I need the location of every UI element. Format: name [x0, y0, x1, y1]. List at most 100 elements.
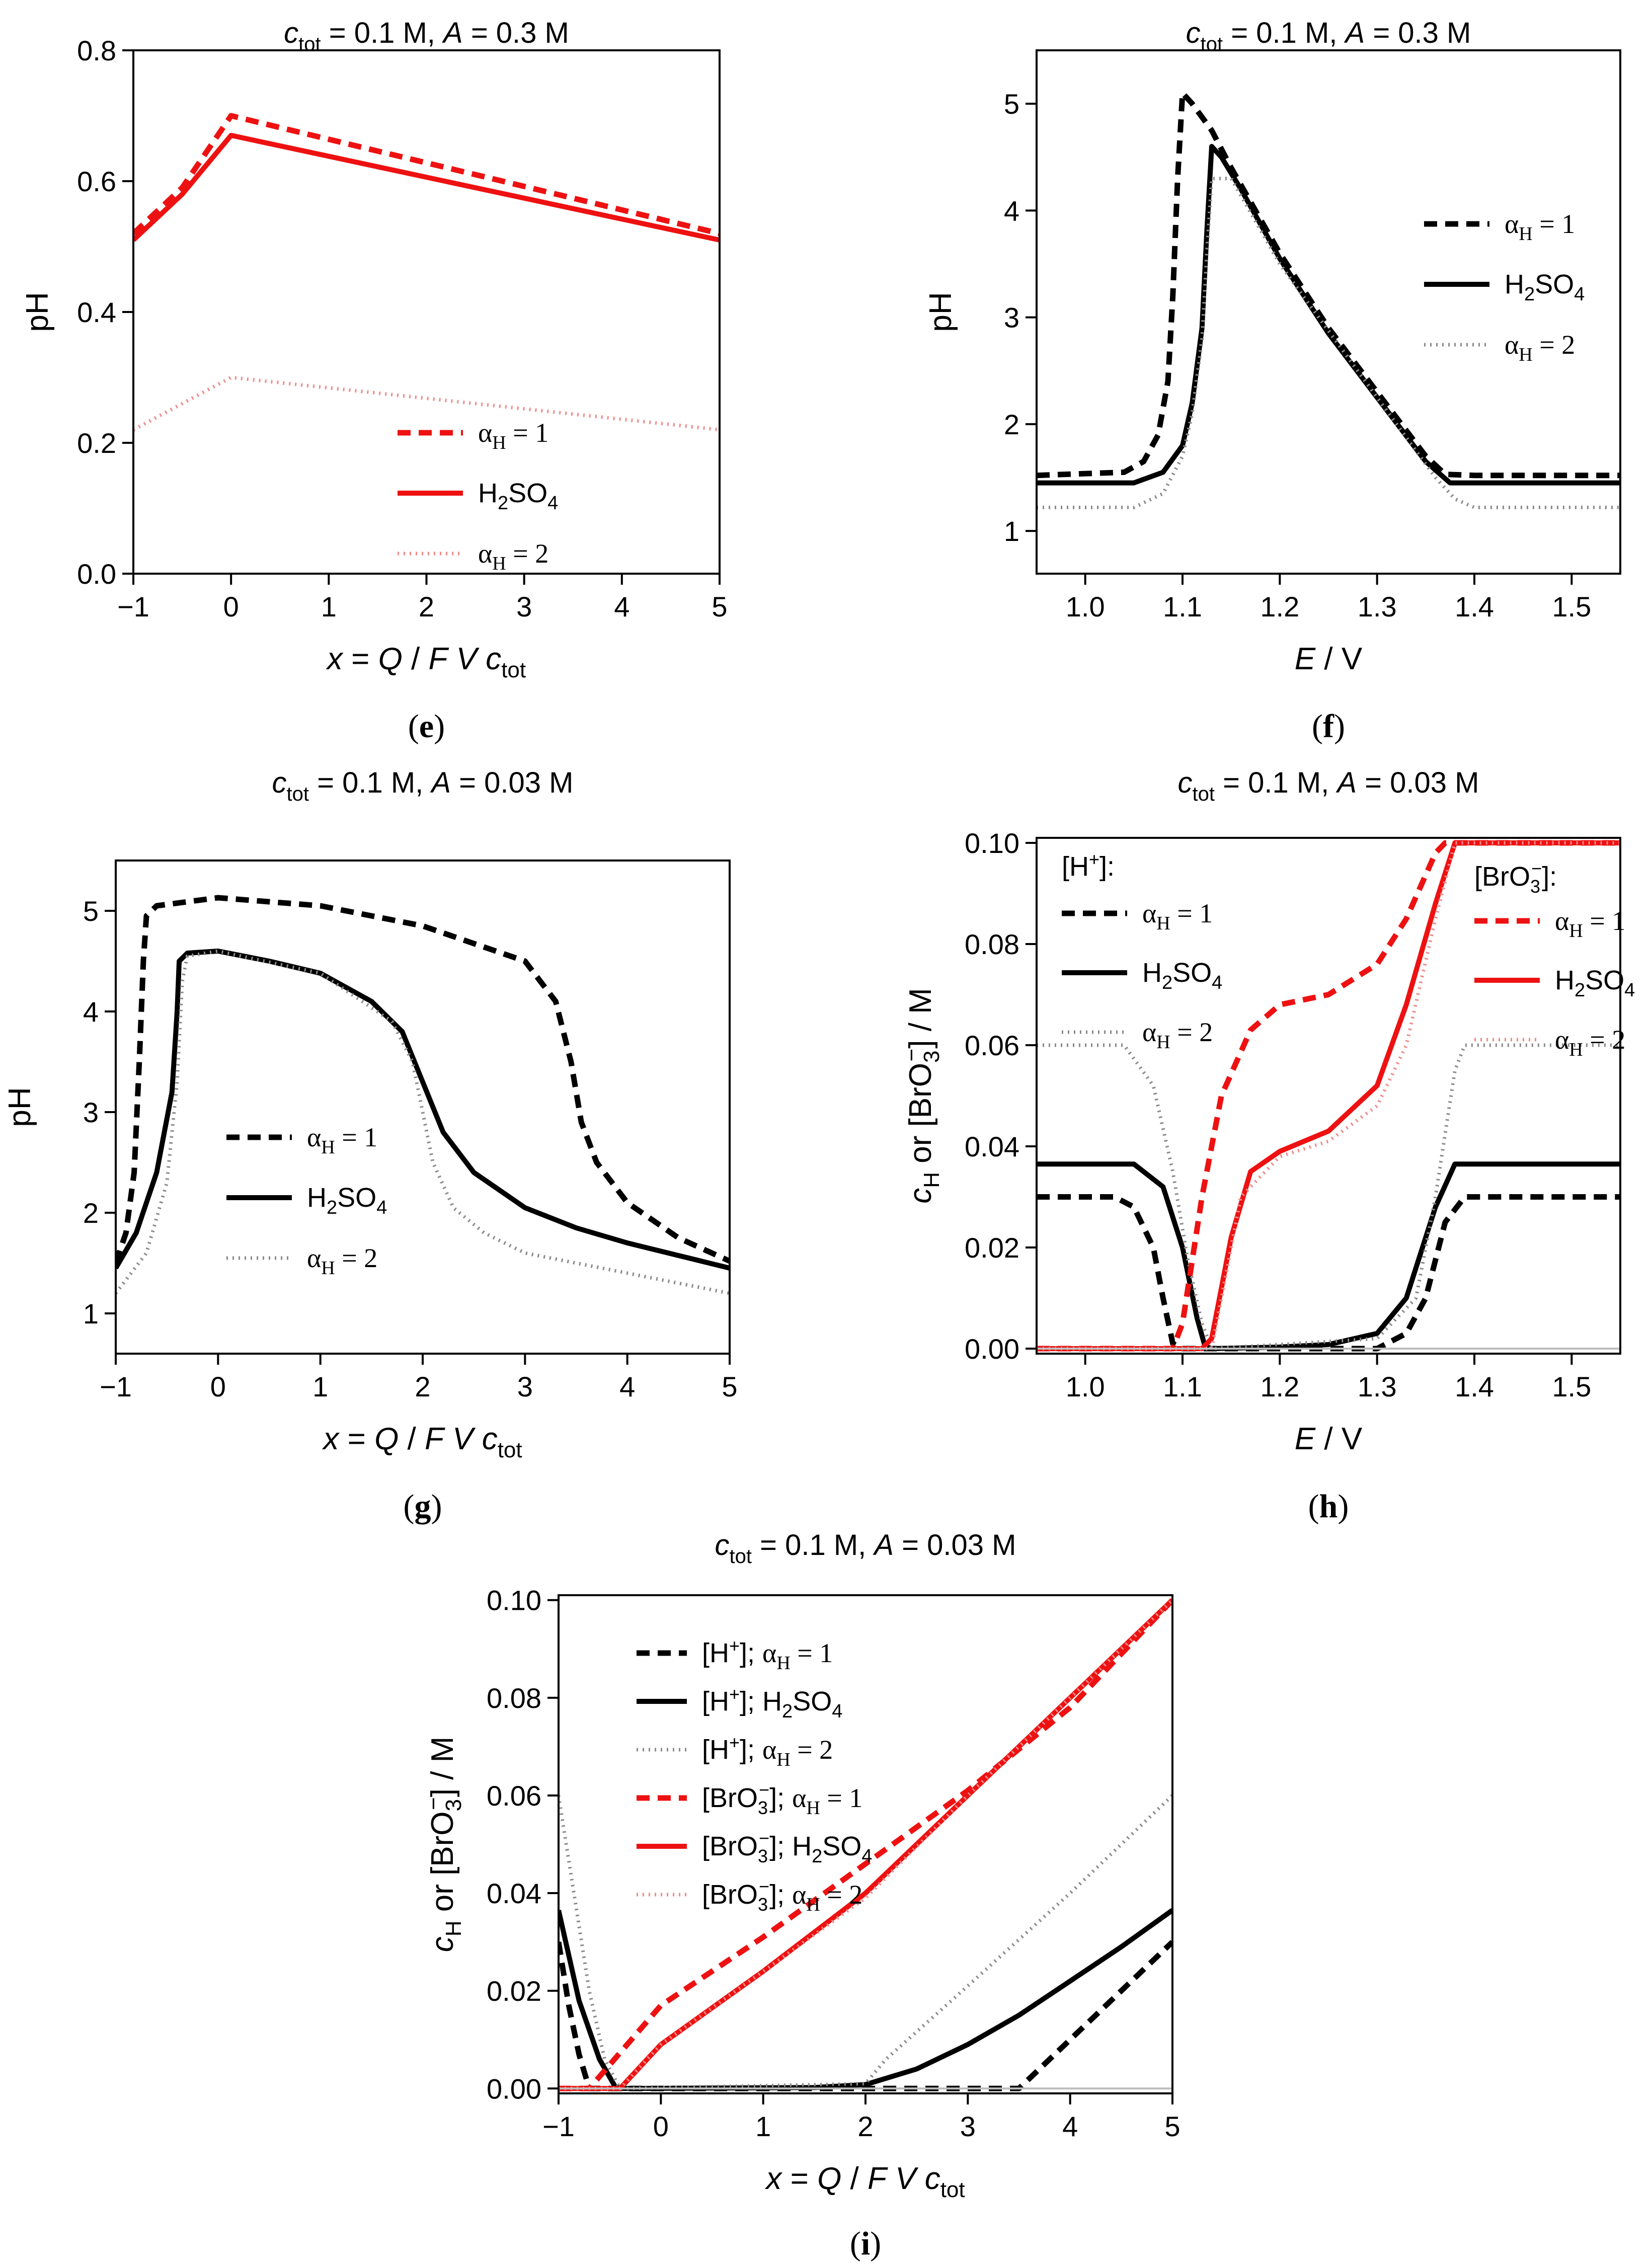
y-tick-label: 0.2 — [77, 427, 116, 459]
legend-label: H2SO4 — [1505, 269, 1585, 305]
panel-label: (f) — [1312, 708, 1345, 745]
y-tick-label: 0.06 — [487, 1780, 541, 1812]
series-line — [116, 949, 730, 1295]
x-tick-label: −1 — [542, 2110, 575, 2142]
x-tick-label: 0 — [223, 591, 239, 622]
y-axis-label: cH or [BrO3−] / M — [421, 1737, 466, 1952]
chart-e: ctot = 0.1 M, A = 0.3 M −1 0 1 2 3 4 5 0.0 0.2 0.4… — [20, 17, 728, 745]
y-tick-label: 0.10 — [487, 1585, 541, 1616]
y-tick-label: 1 — [83, 1298, 99, 1329]
y-tick-label: 1 — [1004, 515, 1019, 547]
x-tick-label: 1.1 — [1163, 1371, 1202, 1402]
x-tick-label: 1.5 — [1552, 1371, 1591, 1402]
y-tick-label: 0.6 — [77, 166, 116, 197]
chart-title: ctot = 0.1 M, A = 0.3 M — [1186, 17, 1471, 55]
series-line — [1037, 841, 1620, 1351]
y-tick-label: 5 — [1004, 88, 1019, 120]
axes-frame — [1036, 49, 1621, 575]
y-axis-label: pH — [20, 292, 55, 332]
y-tick-label: 3 — [83, 1097, 99, 1128]
x-tick-label: 4 — [1062, 2110, 1078, 2142]
x-tick-label: 5 — [1164, 2110, 1180, 2142]
x-tick-label: 1.1 — [1163, 591, 1202, 622]
legend-label: αH = 1 — [307, 1122, 377, 1158]
chart-i: ctot = 0.1 M, A = 0.03 M −1 0 1 2 3 4 5 0.00 0.02… — [421, 1529, 1181, 2262]
x-tick-label: 5 — [722, 1371, 737, 1402]
legend-label: [BrO3−]; αH = 1 — [702, 1779, 862, 1819]
series-line — [1037, 177, 1620, 509]
legend-label: [BrO3−]; H2SO4 — [702, 1828, 872, 1867]
series-line — [116, 895, 730, 1264]
series-line — [1037, 840, 1620, 1352]
x-tick-label: 3 — [960, 2110, 976, 2142]
x-tick-label: 2 — [415, 1371, 430, 1402]
legend-label: H2SO4 — [1142, 958, 1222, 993]
chart-title: ctot = 0.1 M, A = 0.03 M — [715, 1529, 1016, 1568]
x-axis-label: E / V — [1295, 642, 1363, 676]
chart-h: ctot = 0.1 M, A = 0.03 M 1.0 1.1 1.2 1.3 1.4 1… — [899, 766, 1635, 1525]
legend-label: αH = 1 — [1505, 209, 1575, 245]
series-line — [559, 1794, 1172, 2090]
x-tick-label: 5 — [712, 591, 727, 622]
series-line — [1037, 840, 1620, 1351]
y-tick-label: 5 — [83, 895, 99, 927]
y-tick-label: 0.10 — [965, 827, 1019, 859]
x-tick-label: 1.4 — [1455, 1371, 1494, 1402]
x-tick-label: 1.2 — [1260, 1371, 1299, 1402]
x-tick-label: 3 — [517, 1371, 533, 1402]
y-tick-label: 0.0 — [77, 558, 116, 590]
y-tick-label: 2 — [83, 1197, 99, 1229]
x-tick-label: 0 — [210, 1371, 226, 1402]
y-axis-label: pH — [3, 1087, 37, 1127]
series-line — [133, 113, 720, 237]
series-line — [559, 1598, 1172, 2091]
panel-label: (i) — [850, 2225, 881, 2262]
x-tick-label: 1.2 — [1260, 591, 1299, 622]
y-tick-label: 2 — [1004, 409, 1019, 440]
axes-frame — [1036, 837, 1621, 1355]
legend-label: αH = 1 — [1142, 898, 1213, 934]
chart-g: ctot = 0.1 M, A = 0.03 M −1 0 1 2 3 4 5 1 2 3 4 5 x =… — [3, 766, 738, 1525]
x-tick-label: 1 — [312, 1371, 328, 1402]
legend-heading: [H+]: — [1062, 849, 1115, 882]
legend-heading: [BrO3−]: — [1474, 858, 1557, 897]
y-tick-label: 0.04 — [487, 1878, 541, 1909]
x-tick-label: −1 — [117, 591, 149, 622]
series-line — [559, 1908, 1172, 2091]
legend-label: [BrO3−]; αH = 2 — [702, 1876, 862, 1915]
legend-label: αH = 2 — [478, 538, 548, 574]
chart-title: ctot = 0.1 M, A = 0.03 M — [272, 766, 574, 805]
x-tick-label: 1 — [321, 591, 337, 622]
x-tick-label: 2 — [857, 2110, 873, 2142]
legend-label: αH = 1 — [478, 418, 548, 453]
x-tick-label: 1 — [755, 2110, 771, 2142]
legend-label: [H+]; αH = 2 — [702, 1732, 833, 1770]
chart-title: ctot = 0.1 M, A = 0.3 M — [284, 17, 569, 55]
y-tick-label: 0.8 — [77, 35, 116, 66]
x-tick-label: 4 — [614, 591, 630, 622]
y-tick-label: 4 — [83, 996, 99, 1028]
x-tick-label: 1.5 — [1552, 591, 1591, 622]
x-tick-label: 1.3 — [1358, 1371, 1397, 1402]
series-line — [1037, 90, 1620, 479]
series-line — [1037, 1161, 1620, 1351]
x-axis-label: E / V — [1295, 1422, 1363, 1456]
x-tick-label: −1 — [100, 1371, 132, 1402]
x-tick-label: 1.0 — [1066, 591, 1105, 622]
y-tick-label: 0.04 — [965, 1131, 1019, 1162]
series-line — [1037, 144, 1620, 486]
series-line — [133, 375, 720, 432]
x-tick-label: 2 — [419, 591, 434, 622]
y-tick-label: 0.08 — [965, 928, 1019, 960]
x-tick-label: 4 — [619, 1371, 635, 1402]
chart-f: ctot = 0.1 M, A = 0.3 M 1.0 1.1 1.2 1.3 1.4 1.… — [923, 17, 1621, 745]
x-axis-label: x = Q / F V ctot — [326, 642, 526, 682]
x-tick-label: 1.0 — [1066, 1371, 1105, 1402]
y-tick-label: 0.06 — [965, 1030, 1019, 1061]
x-tick-label: 3 — [516, 591, 532, 622]
series-group — [116, 895, 730, 1295]
panel-label: (g) — [404, 1488, 442, 1525]
x-tick-label: 1.3 — [1358, 591, 1397, 622]
y-tick-label: 4 — [1004, 195, 1019, 226]
